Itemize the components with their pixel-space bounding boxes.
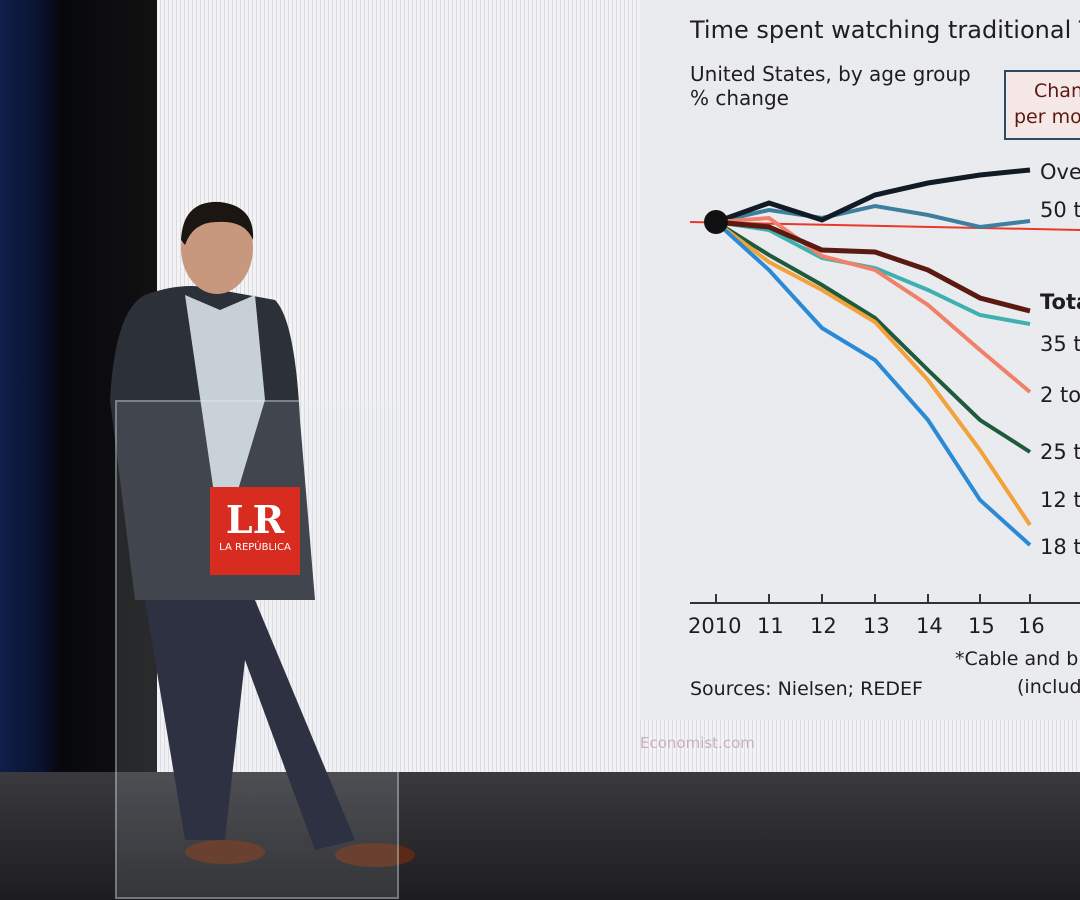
series-line-50t [715, 203, 1031, 230]
la-republica-logo: LR LA REPÚBLICA [210, 487, 300, 575]
series-label: 18 t [1040, 535, 1080, 559]
logo-small: LA REPÚBLICA [219, 542, 291, 553]
watermark: Economist.com [640, 734, 755, 752]
series-line-2to [715, 215, 1032, 394]
x-tick-label: 15 [968, 614, 995, 638]
series-label: 2 to [1040, 383, 1080, 407]
series-line-18t [714, 220, 1032, 547]
footnote-2: (includ [1017, 676, 1080, 698]
series-label: Ove [1040, 160, 1080, 184]
series-line-Ove [715, 167, 1031, 225]
chart-title: Time spent watching traditional TV [690, 16, 1080, 44]
x-tick-label: 11 [757, 614, 784, 638]
legend-line1: Chan [1034, 80, 1080, 102]
series-line-Tota [715, 219, 1031, 314]
x-tick-label: 16 [1018, 614, 1045, 638]
footnote-1: *Cable and br [955, 648, 1080, 670]
series-label: 35 t [1040, 332, 1080, 356]
legend-line2: per mo [1014, 106, 1080, 128]
source: Sources: Nielsen; REDEF [690, 678, 923, 700]
podium [115, 400, 399, 899]
y-label: % change [690, 86, 789, 110]
chart-subtitle: United States, by age group [690, 62, 971, 86]
x-tick-label: 14 [916, 614, 943, 638]
series-label: Tota [1040, 290, 1080, 314]
origin-dot [704, 210, 728, 234]
x-tick-label: 12 [810, 614, 837, 638]
x-tick-label: 2010 [688, 614, 742, 638]
series-label: 25 t [1040, 440, 1080, 464]
series-line-25t [714, 220, 1032, 454]
legend-box: Chan per mo [1004, 70, 1080, 140]
series-label: 12 t [1040, 488, 1080, 512]
series-line-12t [714, 220, 1032, 527]
series-label: 50 t [1040, 198, 1080, 222]
x-tick-label: 13 [863, 614, 890, 638]
series-line-35t [715, 220, 1031, 326]
logo-big: LR [225, 497, 285, 542]
